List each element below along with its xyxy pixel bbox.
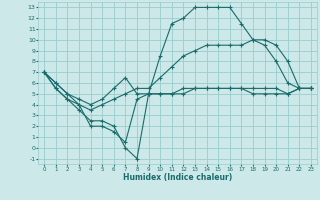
X-axis label: Humidex (Indice chaleur): Humidex (Indice chaleur) <box>123 173 232 182</box>
